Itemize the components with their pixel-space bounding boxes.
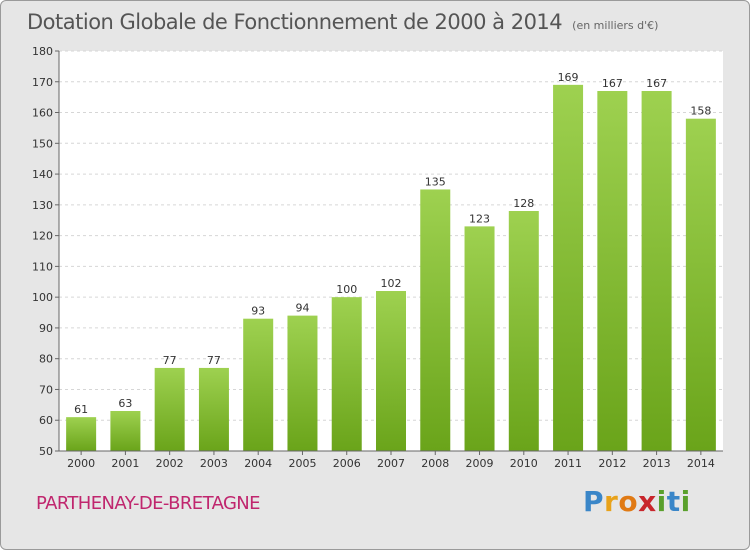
x-tick-label: 2007 xyxy=(377,457,405,470)
x-tick-label: 2014 xyxy=(687,457,715,470)
x-tick-label: 2005 xyxy=(288,457,316,470)
bar xyxy=(287,315,318,451)
y-tick-label: 130 xyxy=(32,199,53,212)
data-label: 102 xyxy=(381,277,402,290)
chart-title-block: Dotation Globale de Fonctionnement de 20… xyxy=(27,5,658,39)
y-tick-label: 60 xyxy=(39,414,53,427)
data-label: 77 xyxy=(163,354,177,367)
bar xyxy=(243,318,274,451)
x-tick-label: 2009 xyxy=(466,457,494,470)
bars: 61 63 77 77 93 94 100 102 135 123 128 169 167 167 158 xyxy=(66,71,716,451)
chart-title: Dotation Globale de Fonctionnement de 20… xyxy=(27,10,563,34)
x-tick-label: 2008 xyxy=(421,457,449,470)
x-tick-label: 2011 xyxy=(554,457,582,470)
x-tick-label: 2002 xyxy=(156,457,184,470)
x-tick-label: 2013 xyxy=(643,457,671,470)
x-tick-label: 2003 xyxy=(200,457,228,470)
x-tick-label: 2004 xyxy=(244,457,272,470)
logo-letter: i xyxy=(656,485,667,518)
commune-name: PARTHENAY-DE-BRETAGNE xyxy=(36,493,261,514)
y-tick-label: 120 xyxy=(32,230,53,243)
logo-letter: o xyxy=(618,485,639,518)
logo-letter: t xyxy=(666,485,681,518)
bar xyxy=(508,211,539,451)
bar xyxy=(110,411,141,451)
data-label: 63 xyxy=(118,397,132,410)
y-tick-label: 50 xyxy=(39,445,53,458)
data-label: 123 xyxy=(469,212,490,225)
data-label: 94 xyxy=(295,302,309,315)
logo-letter: r xyxy=(604,485,619,518)
x-tick-label: 2012 xyxy=(598,457,626,470)
y-tick-label: 150 xyxy=(32,137,53,150)
data-label: 169 xyxy=(558,71,579,84)
x-tick-label: 2006 xyxy=(333,457,361,470)
y-tick-label: 170 xyxy=(32,76,53,89)
bar xyxy=(641,91,672,451)
bar xyxy=(198,367,229,451)
data-label: 167 xyxy=(646,77,667,90)
bar xyxy=(66,417,97,451)
bar xyxy=(376,291,406,451)
y-tick-label: 100 xyxy=(32,291,53,304)
axes: 50 60 70 80 90 100 110 120 130 140 150 160 170 180 200… xyxy=(32,45,723,470)
bar xyxy=(597,91,628,451)
y-tick-label: 110 xyxy=(32,260,53,273)
bar xyxy=(464,226,495,451)
logo-letter: i xyxy=(680,485,691,518)
x-tick-label: 2001 xyxy=(111,457,139,470)
bar xyxy=(331,297,362,451)
x-tick-label: 2000 xyxy=(67,457,95,470)
y-tick-label: 80 xyxy=(39,353,53,366)
chart-subtitle: (en milliers d'€) xyxy=(572,19,659,32)
bar xyxy=(685,118,716,451)
bar xyxy=(154,367,185,451)
data-label: 61 xyxy=(74,403,88,416)
y-tick-label: 160 xyxy=(32,107,53,120)
bar xyxy=(420,189,451,451)
bar xyxy=(553,84,584,451)
data-label: 128 xyxy=(513,197,534,210)
data-label: 93 xyxy=(251,305,265,318)
y-tick-label: 70 xyxy=(39,383,53,396)
data-label: 167 xyxy=(602,77,623,90)
data-label: 158 xyxy=(690,105,711,118)
y-tick-label: 140 xyxy=(32,168,53,181)
logo-letter: x xyxy=(638,485,657,518)
proxiti-logo: Proxiti xyxy=(583,485,691,518)
data-label: 135 xyxy=(425,175,446,188)
logo-letter: P xyxy=(583,485,605,518)
data-label: 100 xyxy=(336,283,357,296)
x-tick-label: 2010 xyxy=(510,457,538,470)
y-tick-label: 180 xyxy=(32,45,53,58)
y-tick-label: 90 xyxy=(39,322,53,335)
data-label: 77 xyxy=(207,354,221,367)
